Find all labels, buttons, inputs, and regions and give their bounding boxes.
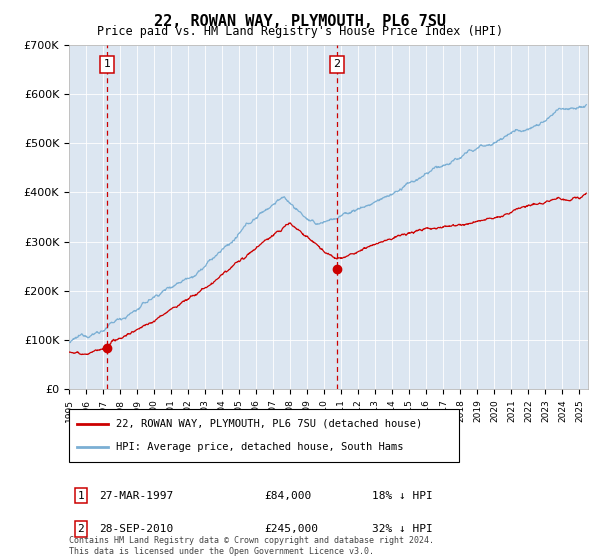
Text: 22, ROWAN WAY, PLYMOUTH, PL6 7SU (detached house): 22, ROWAN WAY, PLYMOUTH, PL6 7SU (detach… xyxy=(116,419,422,429)
Text: 18% ↓ HPI: 18% ↓ HPI xyxy=(372,491,433,501)
Text: 32% ↓ HPI: 32% ↓ HPI xyxy=(372,524,433,534)
Text: 28-SEP-2010: 28-SEP-2010 xyxy=(99,524,173,534)
Text: 22, ROWAN WAY, PLYMOUTH, PL6 7SU: 22, ROWAN WAY, PLYMOUTH, PL6 7SU xyxy=(154,14,446,29)
Text: HPI: Average price, detached house, South Hams: HPI: Average price, detached house, Sout… xyxy=(116,442,403,452)
Text: Contains HM Land Registry data © Crown copyright and database right 2024.
This d: Contains HM Land Registry data © Crown c… xyxy=(69,536,434,556)
Text: 1: 1 xyxy=(103,59,110,69)
Text: Price paid vs. HM Land Registry's House Price Index (HPI): Price paid vs. HM Land Registry's House … xyxy=(97,25,503,38)
Text: 27-MAR-1997: 27-MAR-1997 xyxy=(99,491,173,501)
Text: 2: 2 xyxy=(77,524,85,534)
Text: £245,000: £245,000 xyxy=(264,524,318,534)
Text: 1: 1 xyxy=(77,491,85,501)
Text: £84,000: £84,000 xyxy=(264,491,311,501)
Text: 2: 2 xyxy=(334,59,341,69)
FancyBboxPatch shape xyxy=(69,409,459,462)
